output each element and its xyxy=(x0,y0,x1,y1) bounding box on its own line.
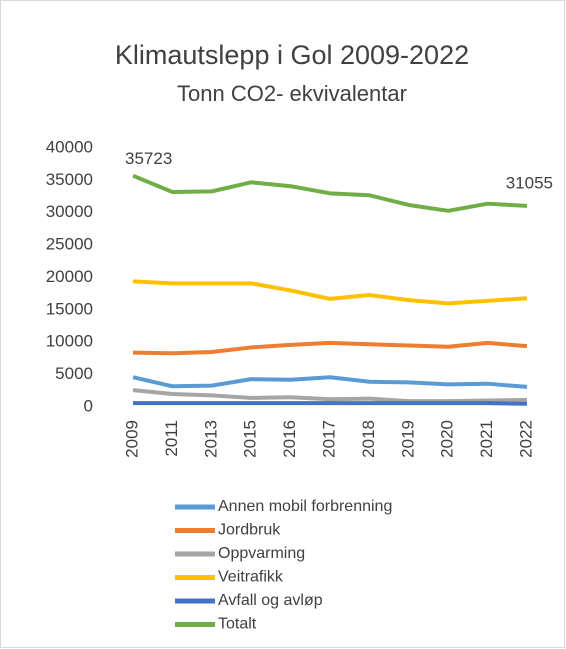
x-tick-label: 2017 xyxy=(319,420,338,458)
x-tick-label: 2020 xyxy=(438,420,457,458)
x-tick-label: 2016 xyxy=(280,420,299,458)
chart-title: Klimautslepp i Gol 2009-2022 xyxy=(115,40,469,70)
x-tick-label: 2009 xyxy=(122,420,141,458)
data-label: 31055 xyxy=(506,173,553,192)
legend-label: Oppvarming xyxy=(218,545,305,562)
x-tick-label: 2019 xyxy=(398,420,417,458)
y-tick-label: 5000 xyxy=(55,364,93,383)
x-tick-label: 2021 xyxy=(477,420,496,458)
series-line xyxy=(132,388,528,404)
chart-subtitle: Tonn CO2- ekvivalentar xyxy=(177,81,407,106)
series-line xyxy=(133,401,528,406)
legend-label: Veitrafikk xyxy=(218,569,284,586)
x-tick-label: 2015 xyxy=(241,420,260,458)
y-tick-label: 0 xyxy=(84,396,93,415)
legend-label: Jordbruk xyxy=(218,522,281,539)
legend-label: Avfall og avløp xyxy=(218,592,323,609)
series-line xyxy=(132,375,528,389)
y-tick-label: 20000 xyxy=(46,267,93,286)
series-line xyxy=(132,173,528,213)
y-tick-label: 15000 xyxy=(46,299,93,318)
legend-label: Annen mobil forbrenning xyxy=(218,498,392,515)
data-label: 35723 xyxy=(125,149,172,168)
x-tick-label: 2018 xyxy=(359,420,378,458)
series-line xyxy=(132,279,528,306)
y-tick-label: 40000 xyxy=(46,137,93,156)
series-line xyxy=(132,340,528,356)
legend-label: Totalt xyxy=(218,616,257,633)
x-tick-label: 2022 xyxy=(516,420,535,458)
y-tick-label: 30000 xyxy=(46,202,93,221)
x-tick-label: 2011 xyxy=(162,420,181,457)
x-tick-label: 2013 xyxy=(201,420,220,458)
y-tick-label: 10000 xyxy=(46,332,93,351)
y-tick-label: 35000 xyxy=(46,170,93,189)
y-tick-label: 25000 xyxy=(46,235,93,254)
